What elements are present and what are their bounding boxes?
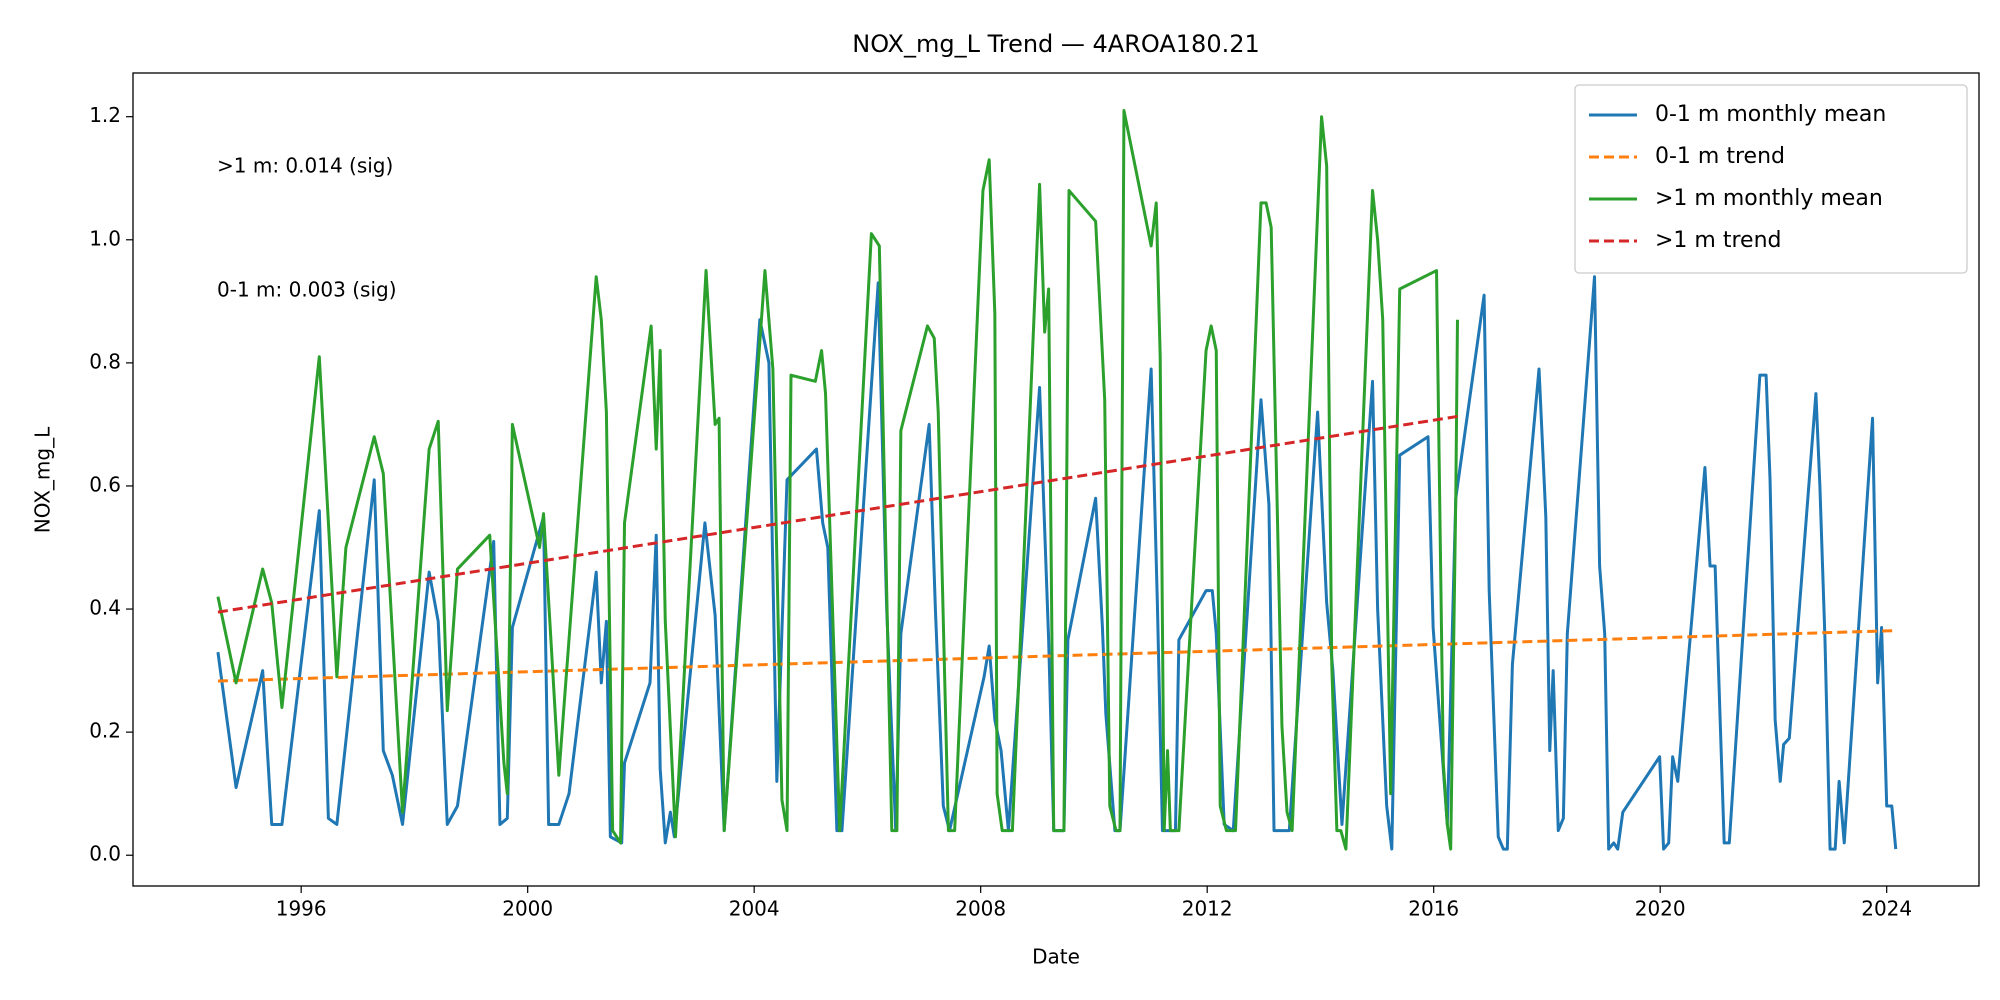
y-tick-label: 0.6 — [89, 472, 121, 496]
y-tick-label: 0.2 — [89, 719, 121, 743]
y-tick-label: 0.8 — [89, 349, 121, 373]
legend-label: 0-1 m trend — [1655, 144, 1785, 169]
legend-label: 0-1 m monthly mean — [1655, 102, 1886, 127]
x-tick-label: 2012 — [1182, 897, 1233, 921]
plot-frame — [132, 72, 1980, 887]
y-tick-label: 1.2 — [89, 103, 121, 127]
chart-title: NOX_mg_L Trend — 4AROA180.21 — [852, 30, 1260, 58]
annotation: 0-1 m: 0.003 (sig) — [217, 278, 397, 302]
y-axis-label: NOX_mg_L — [31, 426, 55, 533]
annotation: >1 m: 0.014 (sig) — [217, 154, 393, 178]
legend-label: >1 m monthly mean — [1655, 186, 1883, 211]
x-tick-label: 2016 — [1408, 897, 1459, 921]
legend-label: >1 m trend — [1655, 228, 1781, 253]
x-axis-label: Date — [1032, 945, 1080, 969]
x-tick-label: 2004 — [729, 897, 780, 921]
x-tick-label: 1996 — [276, 897, 327, 921]
y-tick-label: 1.0 — [89, 226, 121, 250]
x-tick-label: 2000 — [502, 897, 553, 921]
legend-box — [1574, 84, 1968, 274]
y-tick-label: 0.0 — [89, 842, 121, 866]
x-tick-label: 2008 — [955, 897, 1006, 921]
x-tick-label: 2020 — [1635, 897, 1686, 921]
y-tick-label: 0.4 — [89, 596, 121, 620]
series-line — [216, 109, 1459, 851]
x-tick-label: 2024 — [1861, 897, 1912, 921]
